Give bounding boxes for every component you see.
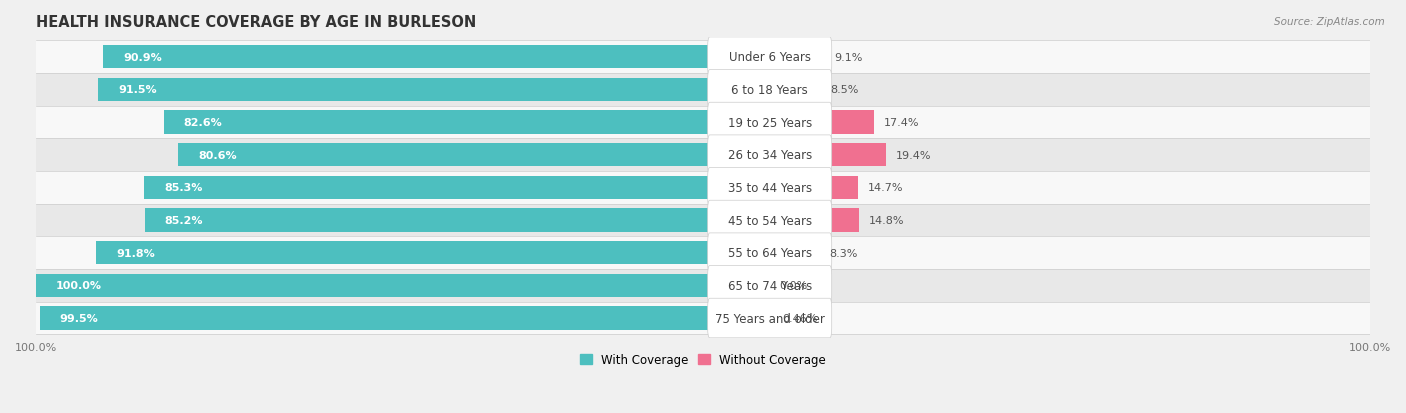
FancyBboxPatch shape	[707, 135, 832, 175]
Bar	[769, 46, 824, 69]
Text: 8.5%: 8.5%	[831, 85, 859, 95]
Bar	[37, 204, 1369, 237]
Text: 9.1%: 9.1%	[834, 52, 863, 62]
Bar	[37, 139, 1369, 172]
Bar	[769, 209, 859, 232]
Text: 17.4%: 17.4%	[884, 118, 920, 128]
Legend: With Coverage, Without Coverage: With Coverage, Without Coverage	[575, 349, 831, 371]
Text: 91.8%: 91.8%	[117, 248, 155, 258]
Bar	[37, 172, 1369, 204]
Bar	[179, 144, 769, 167]
Text: 85.2%: 85.2%	[165, 216, 204, 225]
FancyBboxPatch shape	[707, 201, 832, 240]
FancyBboxPatch shape	[707, 38, 832, 77]
Bar	[37, 269, 1369, 302]
Text: 14.7%: 14.7%	[868, 183, 904, 193]
Bar	[37, 107, 1369, 139]
Text: 45 to 54 Years: 45 to 54 Years	[728, 214, 811, 227]
Bar	[37, 237, 1369, 269]
Text: 100.0%: 100.0%	[56, 281, 103, 291]
Text: 82.6%: 82.6%	[184, 118, 222, 128]
Bar	[769, 111, 875, 135]
Text: 99.5%: 99.5%	[60, 313, 98, 323]
FancyBboxPatch shape	[707, 299, 832, 338]
Text: 6 to 18 Years: 6 to 18 Years	[731, 84, 808, 97]
Bar	[103, 46, 769, 69]
Bar	[37, 274, 769, 297]
Text: 90.9%: 90.9%	[122, 52, 162, 62]
Bar	[39, 306, 769, 330]
Text: 85.3%: 85.3%	[165, 183, 202, 193]
Bar	[163, 111, 769, 135]
Bar	[769, 241, 820, 265]
Bar	[769, 144, 886, 167]
Bar	[37, 302, 1369, 335]
Text: 19.4%: 19.4%	[896, 150, 932, 160]
Text: 8.3%: 8.3%	[830, 248, 858, 258]
Bar	[96, 241, 769, 265]
FancyBboxPatch shape	[707, 168, 832, 208]
Bar	[769, 78, 821, 102]
Text: 14.8%: 14.8%	[869, 216, 904, 225]
Bar	[143, 176, 769, 199]
FancyBboxPatch shape	[707, 233, 832, 273]
Bar	[37, 41, 1369, 74]
Bar	[37, 74, 1369, 107]
FancyBboxPatch shape	[707, 103, 832, 142]
Text: 0.0%: 0.0%	[780, 281, 808, 291]
Text: Under 6 Years: Under 6 Years	[728, 51, 811, 64]
Bar	[769, 306, 772, 330]
Bar	[769, 176, 858, 199]
FancyBboxPatch shape	[707, 266, 832, 306]
Bar	[98, 78, 769, 102]
Text: 55 to 64 Years: 55 to 64 Years	[728, 247, 811, 259]
Text: 26 to 34 Years: 26 to 34 Years	[727, 149, 811, 162]
Text: 91.5%: 91.5%	[118, 85, 157, 95]
FancyBboxPatch shape	[707, 70, 832, 110]
Text: 75 Years and older: 75 Years and older	[714, 312, 825, 325]
Text: HEALTH INSURANCE COVERAGE BY AGE IN BURLESON: HEALTH INSURANCE COVERAGE BY AGE IN BURL…	[37, 15, 477, 30]
Text: 0.46%: 0.46%	[783, 313, 818, 323]
Bar	[145, 209, 769, 232]
Text: 19 to 25 Years: 19 to 25 Years	[727, 116, 811, 129]
Text: 80.6%: 80.6%	[198, 150, 238, 160]
Text: 35 to 44 Years: 35 to 44 Years	[728, 181, 811, 195]
Text: Source: ZipAtlas.com: Source: ZipAtlas.com	[1274, 17, 1385, 26]
Text: 65 to 74 Years: 65 to 74 Years	[727, 279, 811, 292]
